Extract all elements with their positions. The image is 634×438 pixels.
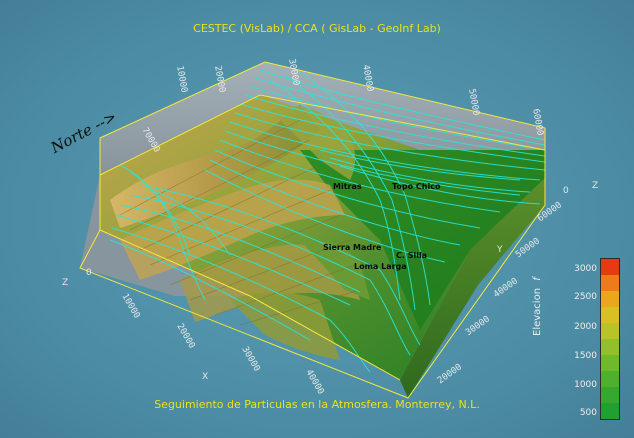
legend-tick: 2000 <box>574 322 597 332</box>
elevation-legend-bar <box>600 258 620 420</box>
y-axis-label: Y <box>497 245 503 255</box>
legend-swatch <box>601 275 619 291</box>
legend-tick: 3000 <box>574 264 597 274</box>
bounding-box <box>79 61 546 399</box>
back-wall <box>100 62 545 175</box>
legend-title-text: Elevacion <box>532 287 543 336</box>
left-floor <box>80 175 250 296</box>
z-axis-label-left: Z <box>62 278 69 288</box>
place-label-mitras: Mitras <box>333 182 362 191</box>
place-label-topo-chico: Topo Chico <box>392 182 441 191</box>
legend-unit-symbol: f <box>532 277 543 281</box>
footer-caption: Seguimiento de Particulas en la Atmosfer… <box>154 398 480 411</box>
header-title: CESTEC (VisLab) / CCA ( GisLab - GeoInf … <box>193 22 441 35</box>
block-front-face <box>400 178 545 398</box>
legend-swatch <box>601 339 619 355</box>
place-label-loma-larga: Loma Larga <box>354 262 407 271</box>
legend-swatch <box>601 355 619 371</box>
legend-tick: 2500 <box>574 292 597 302</box>
legend-tick: 1000 <box>574 380 597 390</box>
x-axis-label: X <box>202 372 209 382</box>
legend-swatch <box>601 371 619 387</box>
legend-swatch <box>601 323 619 339</box>
z-tick-left: 0 <box>86 268 92 278</box>
legend-swatch <box>601 387 619 403</box>
z-axis-label-right: Z <box>592 181 599 191</box>
legend-swatch <box>601 291 619 307</box>
legend-swatch <box>601 403 619 419</box>
legend-swatch <box>601 307 619 323</box>
z-tick-right: 0 <box>563 186 569 196</box>
legend-tick: 500 <box>579 408 597 418</box>
streamlines <box>109 69 546 373</box>
legend-tick: 1500 <box>574 351 597 361</box>
legend-swatch <box>601 259 619 275</box>
legend-title: Elevacion f <box>532 277 543 336</box>
place-label-c-silla: C. Silla <box>396 251 428 260</box>
place-label-sierra-madre: Sierra Madre <box>323 243 382 252</box>
plain-surface <box>300 150 545 330</box>
